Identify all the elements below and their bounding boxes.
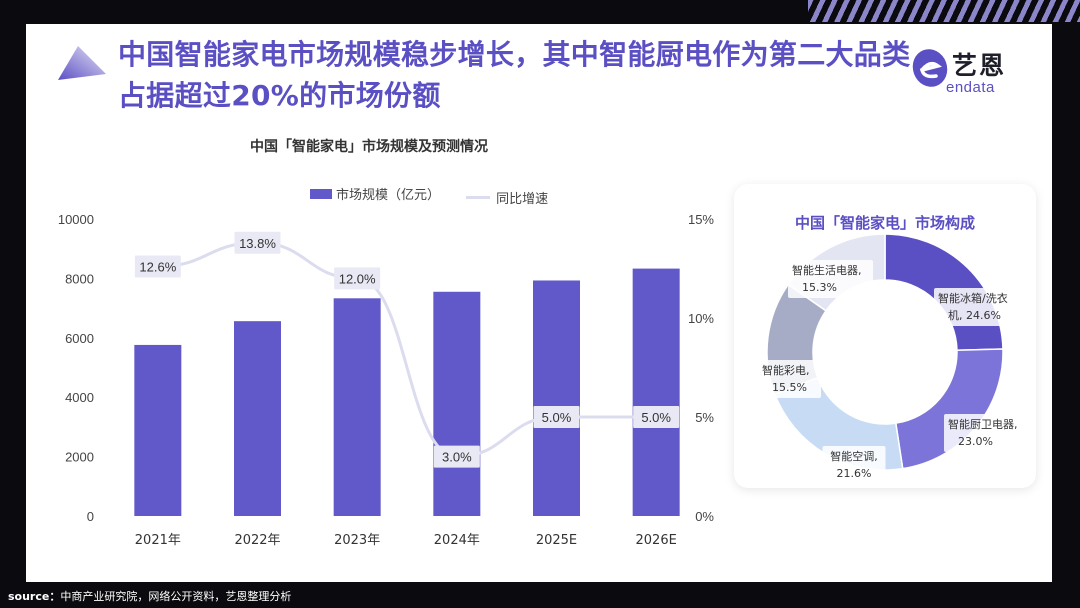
slice-value-label: 15.3% <box>802 281 837 294</box>
slice-label: 智能厨卫电器, <box>948 417 1018 431</box>
slice-label: 智能彩电, <box>762 363 810 377</box>
source-label: source： <box>8 590 61 603</box>
data-label-box <box>334 267 381 290</box>
data-label: 12.6% <box>139 260 176 275</box>
y2-tick-label: 5% <box>695 410 714 425</box>
x-tick-label: 2023年 <box>334 533 380 548</box>
data-label-box <box>134 255 181 278</box>
data-label: 3.0% <box>442 450 472 465</box>
chart-legend: 市场规模（亿元） 同比增速 <box>310 184 570 207</box>
data-label: 12.0% <box>339 271 376 286</box>
slice-value-label: 21.6% <box>837 467 872 480</box>
slice-label-box <box>822 446 886 484</box>
x-tick-label: 2024年 <box>434 533 480 548</box>
source-text: 中商产业研究院，网络公开资料，艺恩整理分析 <box>60 590 292 603</box>
brand-sub: endata <box>946 79 995 96</box>
y-tick-label: 6000 <box>65 331 94 346</box>
legend-item-line: 同比增速 <box>466 188 548 207</box>
growth-line <box>157 241 657 459</box>
slide-panel: 中国智能家电市场规模稳步增长，其中智能厨电作为第二大品类占据超过20%的市场份额… <box>26 24 1052 582</box>
brand-name: 艺恩 <box>952 51 1007 80</box>
slice-value-label: 机, 24.6% <box>948 308 1001 322</box>
legend-item-bar: 市场规模（亿元） <box>310 184 440 203</box>
data-label: 5.0% <box>542 410 572 425</box>
bar <box>632 268 680 516</box>
page-title: 中国智能家电市场规模稳步增长，其中智能厨电作为第二大品类占据超过20%的市场份额 <box>118 38 911 112</box>
bar <box>134 344 182 516</box>
y-tick-label: 8000 <box>65 271 94 286</box>
x-tick-label: 2021年 <box>135 533 181 548</box>
bar <box>333 298 381 516</box>
chart-title: 中国「智能家电」市场规模及预测情况 <box>250 139 488 155</box>
y2-tick-label: 10% <box>688 311 714 326</box>
triangle-icon <box>58 46 106 80</box>
data-label-box <box>433 445 480 468</box>
legend-line-swatch <box>466 195 491 199</box>
donut-chart: 智能冰箱/洗衣机, 24.6% 智能厨卫电器, 23.0% 智能空调, 21.6% 智能彩… <box>758 233 1030 484</box>
slice-label-box <box>788 260 873 298</box>
legend-label-bar: 市场规模（亿元） <box>336 188 441 203</box>
slice-label-box <box>944 414 1029 452</box>
data-label: 5.0% <box>641 410 671 425</box>
slice-label: 智能冰箱/洗衣 <box>938 291 1008 305</box>
endata-logo-icon <box>912 49 948 87</box>
slice-label: 智能空调, <box>830 449 878 463</box>
y-tick-label: 2000 <box>65 450 94 465</box>
data-label-box <box>633 406 680 428</box>
y2-tick-label: 15% <box>688 212 714 227</box>
legend-bar-swatch <box>310 188 332 199</box>
donut-card: 中国「智能家电」市场构成 智能冰箱/洗衣 机, 24.6% 智能厨卫电器, 23.0%… <box>734 184 1036 488</box>
x-tick-label: 2026E <box>636 533 677 548</box>
decorative-stripes <box>808 0 1080 22</box>
data-label: 13.8% <box>239 236 276 251</box>
legend-label-line: 同比增速 <box>496 191 549 207</box>
slice-label-box <box>934 288 1030 326</box>
y-tick-label: 4000 <box>65 390 94 405</box>
donut-title: 中国「智能家电」市场构成 <box>794 214 975 232</box>
slice-value-label: 23.0% <box>958 435 993 448</box>
y-tick-label: 0 <box>87 509 94 524</box>
slice-value-label: 15.5% <box>772 381 807 394</box>
data-label-box <box>234 231 281 254</box>
bar <box>533 280 580 516</box>
brand-logo: 艺恩 endata <box>910 46 1050 106</box>
data-label-box <box>533 406 580 428</box>
x-tick-label: 2022年 <box>234 533 280 548</box>
bar <box>234 321 281 516</box>
y-tick-label: 10000 <box>58 212 94 227</box>
y2-tick-label: 0% <box>695 509 714 524</box>
x-tick-label: 2025E <box>536 533 577 548</box>
slice-label: 智能生活电器, <box>792 263 862 277</box>
source-note: source：中商产业研究院，网络公开资料，艺恩整理分析 <box>8 588 291 604</box>
bar <box>433 291 481 516</box>
bar-line-chart: 10000 8000 6000 4000 2000 0 15% 10% 5% 0% 2021年 202… <box>58 212 715 548</box>
slice-label-box <box>758 360 821 398</box>
